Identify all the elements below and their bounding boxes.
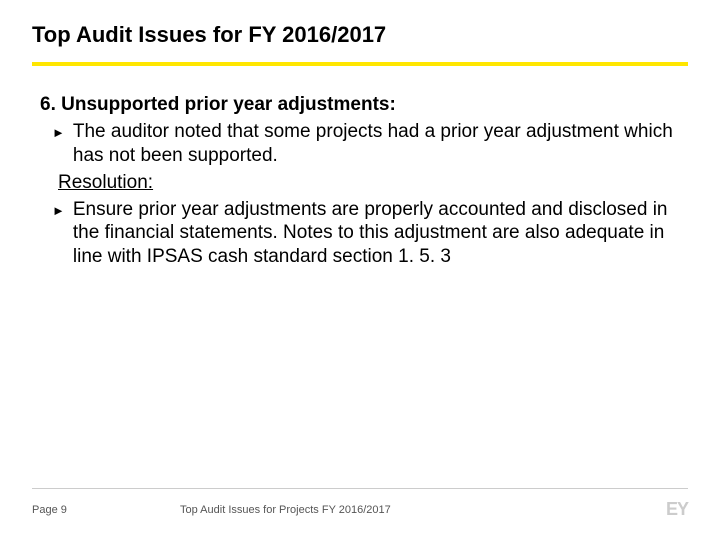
slide-title: Top Audit Issues for FY 2016/2017 (32, 22, 688, 48)
triangle-bullet-icon: ► (52, 125, 65, 140)
bullet-row: ► The auditor noted that some projects h… (40, 120, 680, 168)
bullet-text: Ensure prior year adjustments are proper… (73, 198, 680, 269)
ey-logo: EY (666, 499, 688, 520)
bullet-text: The auditor noted that some projects had… (73, 120, 680, 168)
footer-title: Top Audit Issues for Projects FY 2016/20… (180, 504, 391, 516)
item-number: 6. (40, 94, 56, 115)
bullet-row: ► Ensure prior year adjustments are prop… (40, 198, 680, 269)
item-heading-text: Unsupported prior year adjustments: (61, 94, 396, 115)
resolution-label: Resolution: (40, 172, 680, 194)
footer-row: Page 9 Top Audit Issues for Projects FY … (32, 499, 688, 520)
page-number: Page 9 (32, 504, 67, 516)
slide-container: Top Audit Issues for FY 2016/2017 6. Uns… (0, 0, 720, 540)
footer: Page 9 Top Audit Issues for Projects FY … (0, 488, 720, 540)
item-heading: 6. Unsupported prior year adjustments: (40, 94, 680, 116)
triangle-bullet-icon: ► (52, 203, 65, 218)
content-area: 6. Unsupported prior year adjustments: ►… (32, 94, 688, 269)
footer-divider (32, 488, 688, 489)
title-divider (32, 62, 688, 66)
